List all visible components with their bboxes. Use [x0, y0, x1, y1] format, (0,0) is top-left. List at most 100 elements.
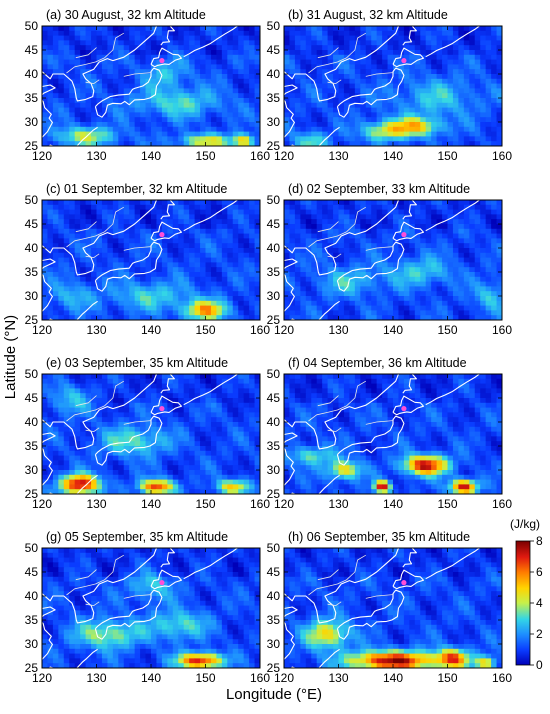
border-line [66, 206, 125, 248]
lat-tick-label: 45 [25, 391, 39, 405]
colorbar-ticks: 8 6 4 2 0 [530, 534, 543, 672]
coastline [336, 67, 405, 118]
lon-tick-label: 140 [383, 497, 403, 511]
lat-tick-label: 30 [267, 463, 281, 477]
border-line [66, 32, 125, 74]
lon-tick-label: 140 [383, 323, 403, 337]
border-line [123, 594, 152, 599]
coastline [402, 374, 417, 394]
energy-field [42, 374, 260, 494]
panel-title: (f) 04 September, 36 km Altitude [288, 356, 467, 370]
panel-title: (b) 31 August, 32 km Altitude [288, 8, 448, 22]
coastline [284, 84, 298, 138]
coastline [42, 374, 158, 450]
energy-field [42, 200, 260, 320]
lon-tick-label: 150 [437, 149, 457, 163]
border-line [85, 427, 100, 432]
lat-tick-label: 40 [267, 589, 281, 603]
y-axis-label: Latitude (°N) [2, 315, 19, 399]
coastline [392, 47, 425, 68]
map-panel: (g) 05 September, 35 km Altitude 50 45 40 35… [25, 530, 271, 685]
colorbar-tick-label: 4 [536, 596, 543, 610]
lon-tick-label: 140 [141, 497, 161, 511]
border-line [365, 246, 394, 251]
lat-tick-label: 50 [25, 19, 39, 33]
border-line [317, 569, 339, 581]
panel-title: (h) 06 September, 35 km Altitude [288, 530, 470, 544]
coastline [150, 47, 183, 68]
coastline [425, 374, 481, 406]
coastline [425, 548, 481, 580]
border-line [123, 246, 152, 251]
border-line [327, 427, 342, 432]
coastline [94, 589, 163, 640]
colorbar-tick-label: 2 [536, 627, 543, 641]
coastline [183, 548, 239, 580]
border-line [66, 380, 125, 422]
coastline [183, 374, 239, 406]
lat-tick-label: 35 [267, 613, 281, 627]
border-line [327, 79, 342, 84]
site-marker [159, 580, 165, 586]
coastline [76, 474, 98, 494]
lon-tick-label: 150 [437, 671, 457, 685]
map-panel: (a) 30 August, 32 km Altitude 50 45 40 35 30 2… [25, 8, 271, 163]
lat-tick-label: 45 [267, 217, 281, 231]
site-marker [401, 580, 407, 586]
lon-tick-label: 120 [274, 323, 294, 337]
colorbar-unit: (J/kg) [510, 517, 540, 531]
coastline [318, 648, 340, 668]
map-panel: (b) 31 August, 32 km Altitude 50 45 40 35 30 2… [267, 8, 513, 163]
site-marker [401, 406, 407, 412]
lon-tick-label: 150 [195, 323, 215, 337]
coastline [284, 432, 298, 486]
coastline [336, 589, 405, 640]
coastline [150, 569, 183, 590]
lon-tick-label: 150 [437, 323, 457, 337]
lat-tick-label: 25 [25, 139, 39, 153]
lon-tick-label: 120 [32, 149, 52, 163]
lat-tick-label: 35 [267, 265, 281, 279]
lat-tick-label: 50 [25, 541, 39, 555]
lat-tick-label: 50 [25, 193, 39, 207]
coastline [42, 200, 158, 276]
lon-tick-label: 120 [274, 671, 294, 685]
lon-tick-label: 140 [141, 671, 161, 685]
coastline [392, 221, 425, 242]
border-line [75, 47, 97, 59]
coastline [160, 26, 175, 46]
lat-tick-label: 30 [25, 463, 39, 477]
lat-tick-label: 25 [267, 139, 281, 153]
map-panel: (c) 01 September, 32 km Altitude 50 45 40 35… [25, 182, 271, 337]
lon-tick-label: 160 [250, 323, 270, 337]
panel-title: (a) 30 August, 32 km Altitude [46, 8, 206, 22]
panel-title: (e) 03 September, 35 km Altitude [46, 356, 228, 370]
coastline [42, 548, 158, 624]
map-panel: (d) 02 September, 33 km Altitude 50 45 40 35… [267, 182, 513, 337]
lon-tick-label: 140 [141, 149, 161, 163]
lat-tick-label: 45 [267, 391, 281, 405]
lat-tick-label: 25 [267, 661, 281, 675]
lon-tick-label: 160 [492, 323, 512, 337]
border-line [85, 79, 100, 84]
coastline [160, 374, 175, 394]
lat-tick-label: 35 [25, 613, 39, 627]
panel-title: (d) 02 September, 33 km Altitude [288, 182, 470, 196]
lon-tick-label: 120 [274, 149, 294, 163]
energy-field [284, 374, 502, 494]
lon-tick-label: 140 [383, 671, 403, 685]
coastline [76, 126, 98, 146]
coastline [76, 648, 98, 668]
lon-tick-label: 130 [328, 497, 348, 511]
lon-tick-label: 120 [274, 497, 294, 511]
panel-grid: (a) 30 August, 32 km Altitude 50 45 40 35 30 2… [25, 8, 513, 685]
lon-tick-label: 120 [32, 497, 52, 511]
coastline [150, 221, 183, 242]
border-line [317, 47, 339, 59]
lat-tick-label: 35 [25, 265, 39, 279]
map-panel: (h) 06 September, 35 km Altitude 50 45 40 35… [267, 530, 513, 685]
lon-tick-label: 130 [328, 149, 348, 163]
border-line [66, 554, 125, 596]
lat-tick-label: 45 [25, 565, 39, 579]
coastline [160, 548, 175, 568]
